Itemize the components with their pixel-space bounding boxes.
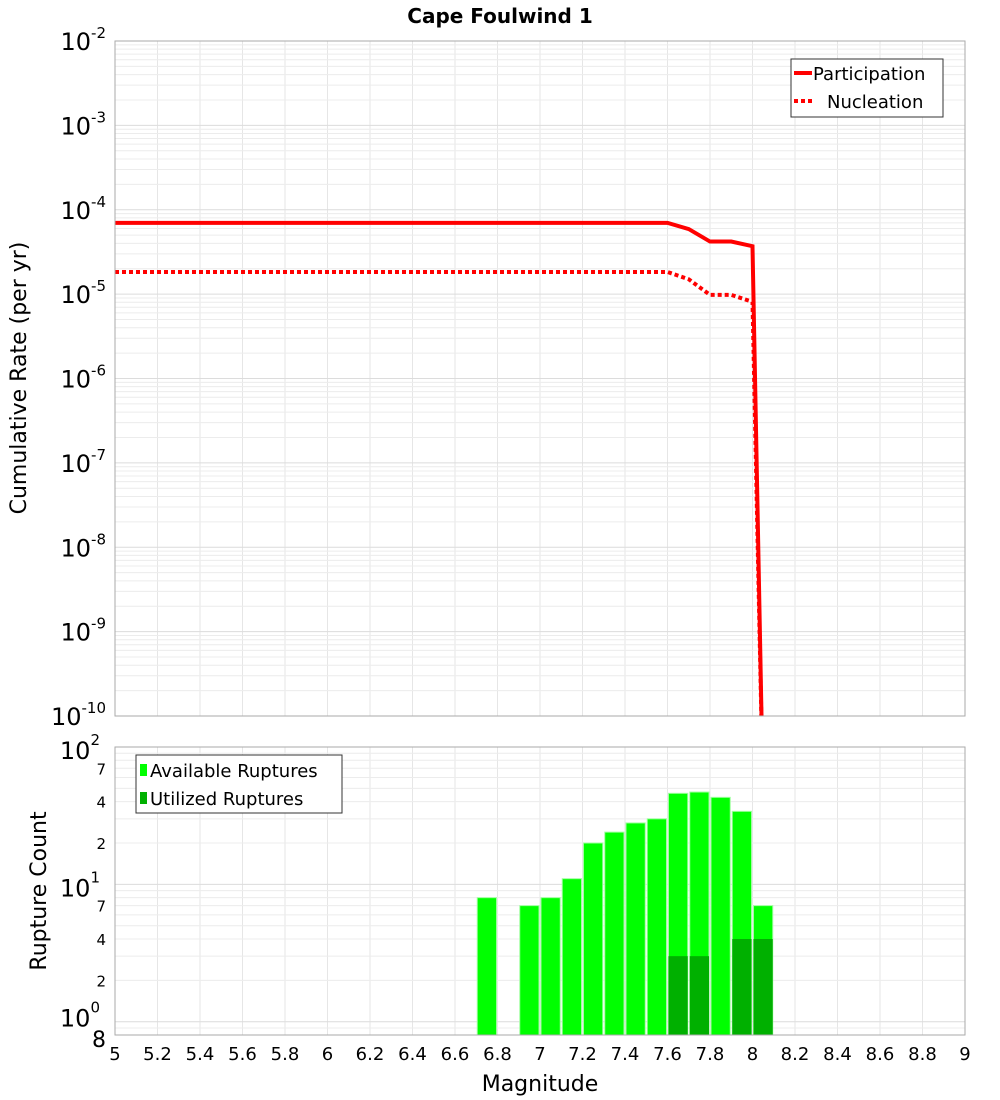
chart-title: Cape Foulwind 1 (407, 4, 592, 28)
y-minor-tick-label: 2 (96, 972, 106, 990)
x-tick-label: 8.8 (908, 1044, 937, 1065)
y-minor-tick-label: 4 (96, 794, 106, 812)
bar-available-ruptures (583, 842, 604, 1036)
x-tick-label: 9 (959, 1044, 970, 1065)
series-line-nucleation (115, 269, 764, 716)
x-tick-label: 5.4 (186, 1044, 215, 1065)
x-tick-label: 7.8 (696, 1044, 725, 1065)
y-minor-tick-label: 7 (96, 898, 106, 916)
bar-available-ruptures (646, 818, 667, 1036)
x-axis-label: Magnitude (482, 1072, 599, 1097)
bar-available-ruptures (561, 878, 582, 1036)
x-tick-label: 6.8 (483, 1044, 512, 1065)
x-tick-label: 8.6 (866, 1044, 895, 1065)
x-tick-label: 6.4 (398, 1044, 427, 1065)
legend-label: Participation (813, 64, 925, 85)
x-tick-label: 6.2 (356, 1044, 385, 1065)
x-tick-label: 7.6 (653, 1044, 682, 1065)
y-tick-label: 10-9 (60, 615, 106, 647)
legend-swatch (140, 764, 147, 776)
bar-available-ruptures (604, 831, 625, 1036)
bottom-plot-frame (114, 746, 966, 1036)
y-tick-label: 10-6 (60, 362, 106, 394)
x-tick-label: 8 (747, 1044, 758, 1065)
legend-label: Nucleation (827, 92, 923, 113)
top-legend: Participation Nucleation (790, 58, 944, 118)
bar-utilized-ruptures (732, 939, 752, 1035)
bottom-legend: Available Ruptures Utilized Ruptures (135, 754, 343, 814)
x-tick-label: 6.6 (441, 1044, 470, 1065)
bar-available-ruptures (625, 822, 646, 1036)
top-plot-frame (114, 40, 966, 717)
x-tick-label: 6 (322, 1044, 333, 1065)
legend-label: Utilized Ruptures (150, 789, 303, 810)
top-grid (114, 40, 966, 717)
y-minor-tick-label: 8 (92, 1028, 106, 1053)
y-axis-label-bottom: Rupture Count (27, 811, 52, 971)
x-tick-label: 5.8 (271, 1044, 300, 1065)
y-tick-label: 10-10 (51, 699, 106, 731)
y-tick-label: 10-4 (60, 193, 106, 225)
x-tick-label: 8.4 (823, 1044, 852, 1065)
x-tick-label: 5 (109, 1044, 120, 1065)
x-tick-label: 7.4 (611, 1044, 640, 1065)
series-line-participation (115, 220, 764, 716)
y-tick-label: 10-2 (60, 24, 106, 56)
bar-utilized-ruptures (753, 939, 773, 1035)
y-minor-tick-label: 2 (96, 835, 106, 853)
bar-utilized-ruptures (689, 956, 709, 1035)
bar-available-ruptures (710, 796, 731, 1036)
x-tick-label: 5.6 (228, 1044, 257, 1065)
y-minor-tick-label: 4 (96, 931, 106, 949)
y-tick-label: 101 (60, 868, 100, 902)
y-tick-label: 10-3 (60, 108, 106, 140)
bar-available-ruptures (519, 905, 540, 1036)
y-tick-label: 100 (60, 999, 100, 1033)
legend-label: Available Ruptures (150, 761, 318, 782)
bar-available-ruptures (540, 897, 561, 1036)
x-tick-label: 8.2 (781, 1044, 810, 1065)
x-tick-label: 7 (534, 1044, 545, 1065)
y-tick-label: 10-8 (60, 530, 106, 562)
y-minor-tick-label: 7 (96, 760, 106, 778)
y-axis-label-top: Cumulative Rate (per yr) (7, 242, 32, 515)
bar-available-ruptures (476, 897, 497, 1036)
x-tick-label: 7.2 (568, 1044, 597, 1065)
bar-utilized-ruptures (668, 956, 688, 1035)
x-tick-label: 5.2 (143, 1044, 172, 1065)
y-tick-label: 102 (60, 731, 100, 765)
y-tick-label: 10-7 (60, 446, 106, 478)
legend-swatch (140, 792, 147, 804)
y-tick-label: 10-5 (60, 277, 106, 309)
